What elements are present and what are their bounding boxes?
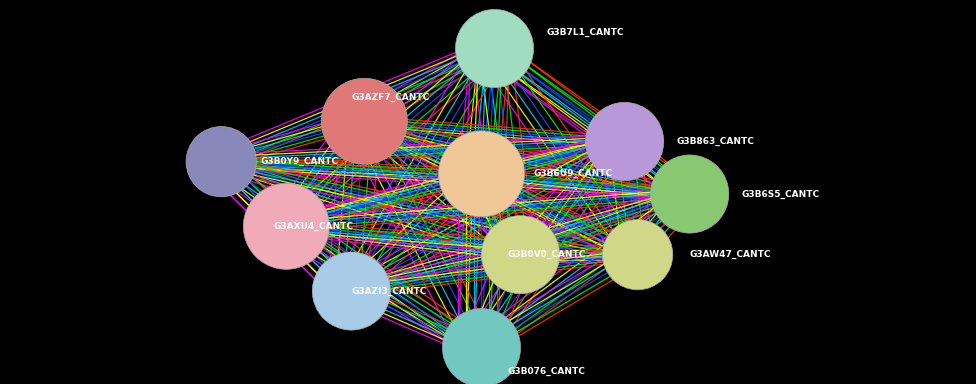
Text: G3B0Y9_CANTC: G3B0Y9_CANTC	[261, 157, 339, 166]
Text: G3AZF7_CANTC: G3AZF7_CANTC	[351, 93, 429, 102]
Text: G3B0V0_CANTC: G3B0V0_CANTC	[508, 250, 586, 259]
Text: G3B6U9_CANTC: G3B6U9_CANTC	[534, 169, 613, 179]
Ellipse shape	[481, 215, 559, 294]
Ellipse shape	[442, 309, 520, 384]
Ellipse shape	[602, 220, 672, 290]
Text: G3AW47_CANTC: G3AW47_CANTC	[690, 250, 771, 259]
Ellipse shape	[186, 127, 257, 197]
Text: G3B7L1_CANTC: G3B7L1_CANTC	[547, 28, 624, 37]
Ellipse shape	[321, 78, 407, 164]
Ellipse shape	[243, 184, 329, 269]
Ellipse shape	[586, 103, 664, 180]
Text: G3B6S5_CANTC: G3B6S5_CANTC	[742, 189, 820, 199]
Ellipse shape	[438, 131, 524, 217]
Text: G3B863_CANTC: G3B863_CANTC	[676, 137, 754, 146]
Ellipse shape	[456, 10, 534, 88]
Ellipse shape	[651, 155, 729, 233]
Text: G3B076_CANTC: G3B076_CANTC	[508, 367, 586, 376]
Text: G3AXU4_CANTC: G3AXU4_CANTC	[273, 222, 353, 231]
Text: G3AZI3_CANTC: G3AZI3_CANTC	[351, 286, 427, 296]
Ellipse shape	[312, 252, 390, 330]
